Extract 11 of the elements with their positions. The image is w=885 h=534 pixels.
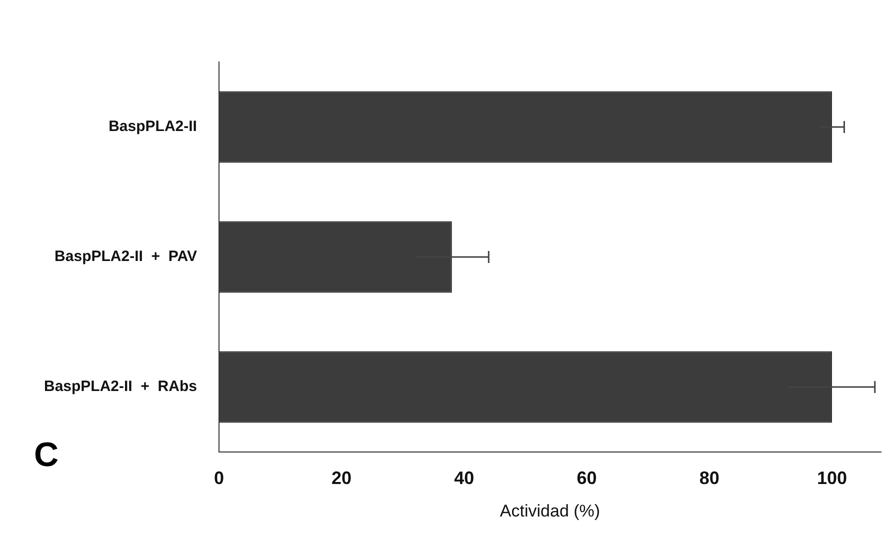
y-tick-label: BaspPLA2-II + RAbs [44,378,197,396]
y-tick-label: BaspPLA2-II + PAV [54,248,197,266]
x-tick-label: 80 [699,468,720,488]
x-tick-label: 0 [214,468,224,488]
y-tick-label: BaspPLA2-II [108,118,197,136]
x-axis-title: Actividad (%) [500,501,600,520]
x-tick-label: 60 [576,468,597,488]
x-tick-label: 100 [816,468,847,488]
x-tick-label: 40 [454,468,474,488]
text: C [34,436,59,475]
x-tick-label: 20 [332,468,352,488]
